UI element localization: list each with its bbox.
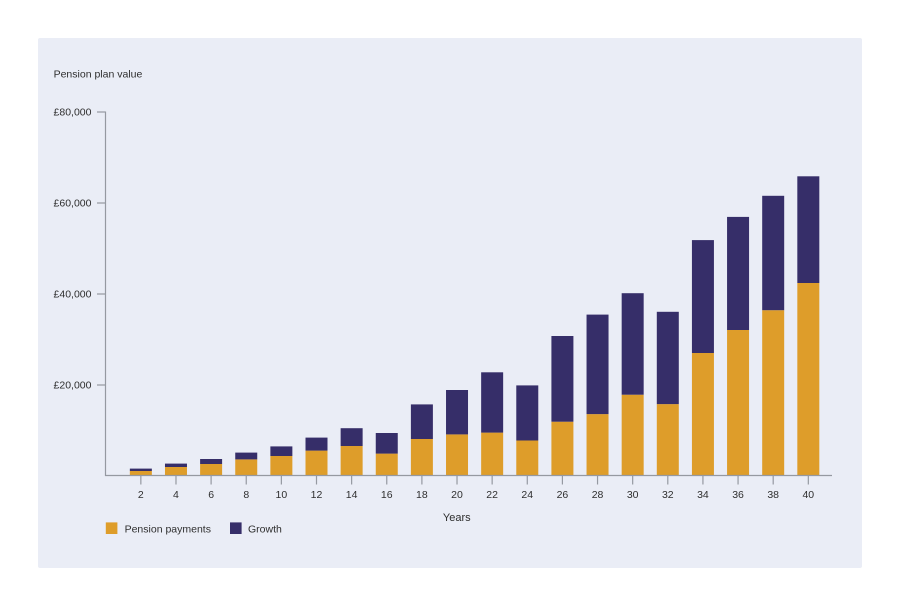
svg-text:2: 2 bbox=[138, 489, 144, 501]
svg-text:30: 30 bbox=[627, 489, 639, 501]
svg-text:20: 20 bbox=[451, 489, 463, 501]
svg-text:10: 10 bbox=[276, 489, 288, 501]
svg-text:£20,000: £20,000 bbox=[54, 380, 92, 392]
svg-text:22: 22 bbox=[486, 489, 498, 501]
svg-text:14: 14 bbox=[346, 489, 358, 501]
svg-text:34: 34 bbox=[697, 489, 709, 501]
svg-text:Years: Years bbox=[443, 512, 471, 524]
svg-text:Pension plan value: Pension plan value bbox=[54, 69, 143, 81]
svg-text:32: 32 bbox=[662, 489, 674, 501]
svg-text:38: 38 bbox=[767, 489, 779, 501]
svg-text:12: 12 bbox=[311, 489, 323, 501]
svg-text:4: 4 bbox=[173, 489, 179, 501]
svg-text:24: 24 bbox=[521, 489, 533, 501]
svg-text:£80,000: £80,000 bbox=[54, 107, 92, 119]
svg-text:18: 18 bbox=[416, 489, 428, 501]
svg-text:40: 40 bbox=[802, 489, 814, 501]
svg-text:16: 16 bbox=[381, 489, 393, 501]
svg-text:26: 26 bbox=[557, 489, 569, 501]
svg-text:36: 36 bbox=[732, 489, 744, 501]
svg-text:Growth: Growth bbox=[248, 524, 282, 536]
svg-text:8: 8 bbox=[243, 489, 249, 501]
svg-text:£40,000: £40,000 bbox=[54, 289, 92, 301]
svg-text:6: 6 bbox=[208, 489, 214, 501]
svg-text:Pension payments: Pension payments bbox=[125, 524, 211, 536]
svg-text:£60,000: £60,000 bbox=[54, 198, 92, 210]
svg-text:28: 28 bbox=[592, 489, 604, 501]
